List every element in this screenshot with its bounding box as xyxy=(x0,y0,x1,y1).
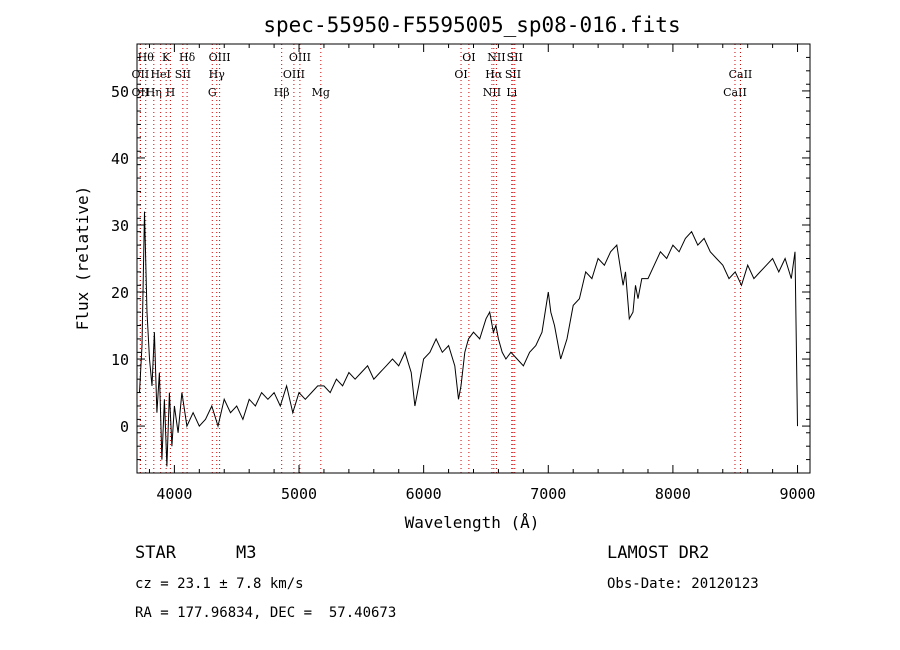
marker-label: NII xyxy=(483,86,501,99)
y-tick-label: 40 xyxy=(111,150,129,168)
marker-label: SII xyxy=(505,68,521,81)
y-tick-label: 50 xyxy=(111,83,129,101)
marker-label: Mg xyxy=(312,86,330,99)
marker-label: Hθ xyxy=(138,51,155,64)
obs-date: Obs-Date: 20120123 xyxy=(607,576,759,592)
x-tick-label: 9000 xyxy=(779,485,815,503)
marker-label: SII xyxy=(175,68,191,81)
marker-label: OIII xyxy=(283,68,305,81)
x-tick-label: 7000 xyxy=(530,485,566,503)
x-axis: 4000 5000 6000 7000 8000 9000 xyxy=(148,44,816,503)
marker-label: Hβ xyxy=(274,86,290,99)
marker-label: CaII xyxy=(723,86,747,99)
x-tick-label: 8000 xyxy=(655,485,691,503)
marker-label: Hδ xyxy=(179,51,196,64)
x-tick-label: 4000 xyxy=(156,485,192,503)
marker-label: OIII xyxy=(289,51,311,64)
marker-label: OI xyxy=(462,51,475,64)
y-tick-label: 20 xyxy=(111,284,129,302)
x-axis-label: Wavelength (Å) xyxy=(405,513,540,532)
chart-title: spec-55950-F5595005_sp08-016.fits xyxy=(263,13,680,37)
y-tick-label: 10 xyxy=(111,351,129,369)
marker-label: OII xyxy=(132,86,150,99)
marker-label: HeI xyxy=(150,68,170,81)
marker-label: K xyxy=(162,51,171,64)
marker-label: Hγ xyxy=(209,68,226,81)
survey-name: LAMOST DR2 xyxy=(607,543,710,563)
x-tick-label: 5000 xyxy=(281,485,317,503)
object-subclass: M3 xyxy=(236,543,257,563)
marker-label: Li xyxy=(506,86,517,99)
x-tick-label: 6000 xyxy=(406,485,442,503)
marker-label: G xyxy=(208,86,217,99)
marker-label: Hη xyxy=(146,86,162,99)
y-tick-label: 0 xyxy=(120,418,129,436)
plot-area xyxy=(139,211,798,467)
marker-label: H xyxy=(166,86,176,99)
object-class: STAR xyxy=(135,543,176,563)
marker-label: OI xyxy=(454,68,467,81)
marker-label: OIII xyxy=(209,51,231,64)
y-axis-label: Flux (relative) xyxy=(73,186,92,331)
spectrum-chart: spec-55950-F5595005_sp08-016.fits Hθ OII O… xyxy=(73,13,816,532)
marker-label: NII xyxy=(487,51,505,64)
redshift-text: cz = 23.1 ± 7.8 km/s xyxy=(135,576,304,592)
marker-label: SII xyxy=(507,51,523,64)
marker-label: Hα xyxy=(485,68,503,81)
marker-label: CaII xyxy=(729,68,753,81)
y-axis: 0 10 20 30 40 50 xyxy=(111,56,810,461)
coordinates: RA = 177.96834, DEC = 57.40673 xyxy=(135,605,397,621)
spectrum-line xyxy=(139,211,798,467)
marker-label: OII xyxy=(132,68,150,81)
y-tick-label: 30 xyxy=(111,217,129,235)
